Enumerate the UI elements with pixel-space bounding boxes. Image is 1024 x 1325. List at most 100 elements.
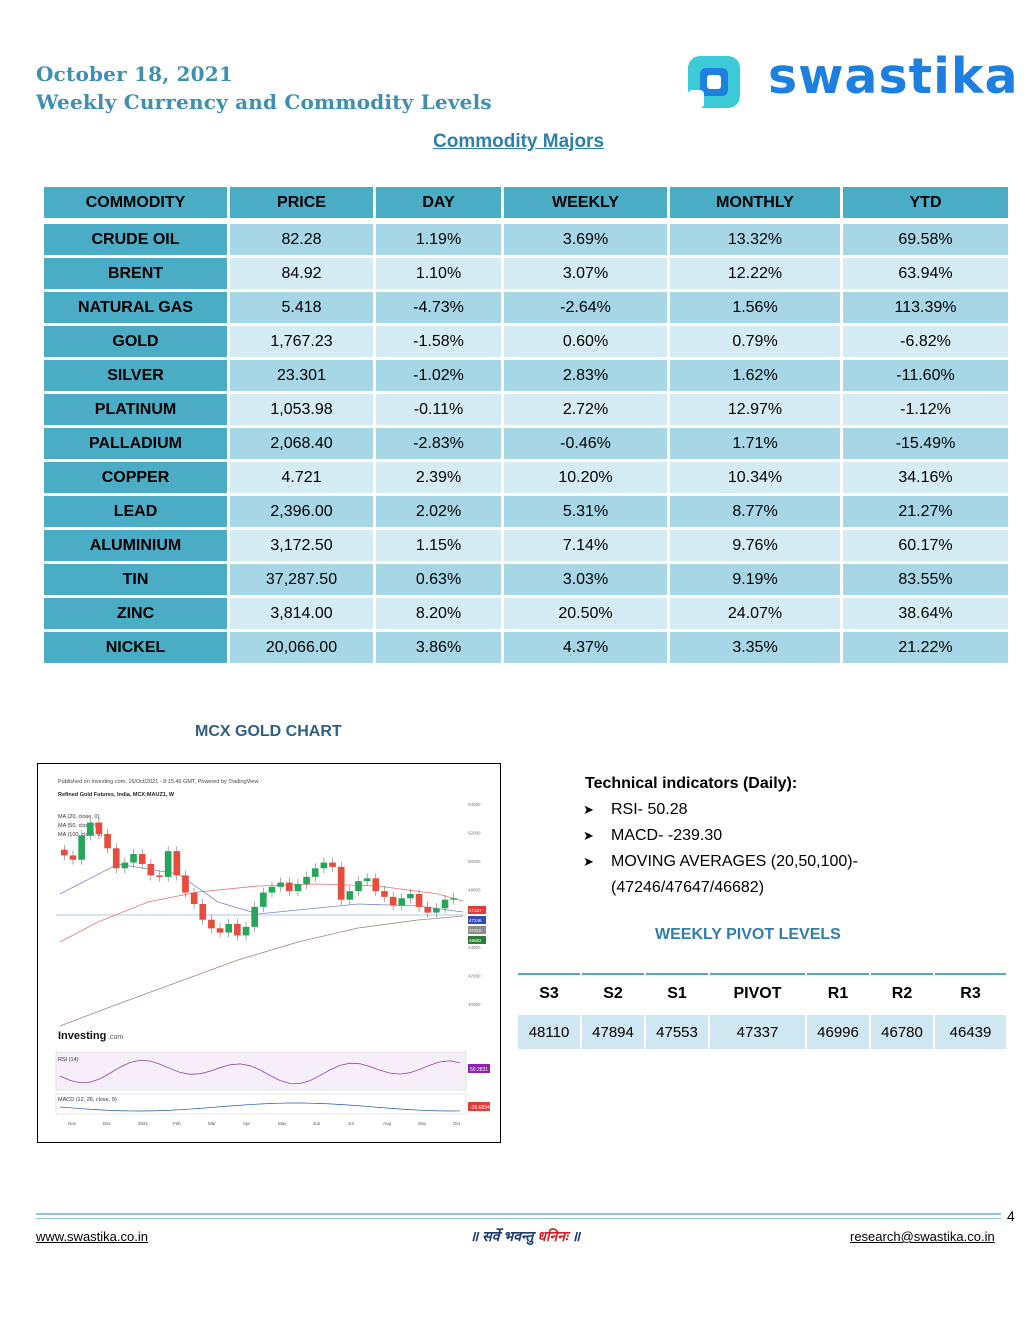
commodity-name: CRUDE OIL — [44, 224, 227, 255]
pivot-value: 47337 — [710, 1015, 805, 1049]
commodity-value: 1.56% — [670, 292, 840, 323]
month-tick-label: Dec — [103, 1121, 112, 1126]
rsi-panel — [55, 1051, 467, 1091]
candle-body — [251, 906, 258, 927]
month-tick-label: May — [278, 1121, 287, 1126]
pivot-header: R1 — [807, 973, 869, 1013]
commodity-value: 2.39% — [376, 462, 501, 493]
commodity-value: 8.20% — [376, 598, 501, 629]
indicator-moving-averages: ➤ MOVING AVERAGES (20,50,100)- — [583, 849, 858, 875]
price-tag — [468, 936, 486, 944]
candle-body — [69, 855, 77, 860]
ma-label-50: MA (50, close, 0) — [58, 823, 99, 829]
commodity-value: 3.86% — [376, 632, 501, 663]
commodity-value: -2.64% — [504, 292, 667, 323]
chart-title: MCX GOLD CHART — [195, 723, 342, 740]
commodity-value: 1.71% — [670, 428, 840, 459]
commodity-value: 1.10% — [376, 258, 501, 289]
email-link[interactable]: research@swastika.co.in — [850, 1229, 995, 1244]
price-tick-label: 50000 — [468, 859, 481, 864]
month-tick-label: Feb — [173, 1121, 181, 1126]
ma-label-20: MA (20, close, 0) — [58, 814, 99, 820]
candle-body — [112, 848, 120, 869]
commodity-value: -4.73% — [376, 292, 501, 323]
page-number: 4 — [1007, 1208, 1015, 1224]
candle-body — [320, 862, 328, 869]
candle-body — [225, 924, 233, 933]
candle-body — [242, 926, 250, 936]
commodity-value: 9.19% — [670, 564, 840, 595]
chart-image: Published on Investing.com, 16/Oct/2021 … — [55, 779, 490, 1126]
commodity-value: 23.301 — [230, 360, 373, 391]
commodity-name: COPPER — [44, 462, 227, 493]
pivot-header: S1 — [646, 973, 708, 1013]
commodity-name: GOLD — [44, 326, 227, 357]
price-tag-text: 47215 — [469, 928, 482, 933]
candle-body — [260, 892, 267, 907]
commodity-row: SILVER 23.301 -1.02% 2.83% 1.62% -11.60% — [44, 360, 1008, 391]
commodity-row: COPPER 4.721 2.39% 10.20% 10.34% 34.16% — [44, 462, 1008, 493]
commodity-value: 12.97% — [670, 394, 840, 425]
indicator-moving-averages-values: (47246/47647/46682) — [585, 875, 858, 901]
commodity-value: 1.62% — [670, 360, 840, 391]
report-title: Weekly Currency and Commodity Levels — [36, 90, 492, 114]
col-header: YTD — [843, 187, 1008, 218]
commodity-value: 1.15% — [376, 530, 501, 561]
ma-100-line — [59, 883, 464, 943]
candle-body — [311, 868, 319, 877]
candle-body — [372, 878, 380, 892]
commodity-row: PALLADIUM 2,068.40 -2.83% -0.46% 1.71% -15.49… — [44, 428, 1008, 459]
commodity-value: 113.39% — [843, 292, 1008, 323]
candle-body — [234, 924, 241, 936]
candle-body — [277, 882, 284, 887]
commodity-name: ZINC — [44, 598, 227, 629]
commodity-value: 5.31% — [504, 496, 667, 527]
chart-instrument: Refined Gold Futures, India, MCX:MAUZ1, … — [58, 792, 175, 798]
motto-highlight: धनिनः — [537, 1228, 568, 1244]
commodity-value: 20.50% — [504, 598, 667, 629]
candle-body — [389, 896, 397, 906]
commodity-value: 69.58% — [843, 224, 1008, 255]
commodity-value: 38.64% — [843, 598, 1008, 629]
commodity-value: 1,767.23 — [230, 326, 373, 357]
price-tag — [468, 916, 486, 924]
motto-text: ॥ सर्वे भवन्तु — [470, 1228, 538, 1244]
commodity-value: 2.72% — [504, 394, 667, 425]
month-tick-label: Mar — [208, 1121, 216, 1126]
commodity-row: NATURAL GAS 5.418 -4.73% -2.64% 1.56% 113.39% — [44, 292, 1008, 323]
technical-indicators: Technical indicators (Daily): ➤ RSI- 50.2… — [583, 771, 858, 901]
commodity-value: 83.55% — [843, 564, 1008, 595]
candle-body — [208, 919, 215, 929]
col-header: PRICE — [230, 187, 373, 218]
candle-body — [294, 884, 302, 892]
month-tick-label: 2021 — [138, 1121, 149, 1126]
commodity-row: ZINC 3,814.00 8.20% 20.50% 24.07% 38.64% — [44, 598, 1008, 629]
commodity-value: -1.02% — [376, 360, 501, 391]
month-tick-label: Sep — [418, 1121, 427, 1126]
candle-body — [182, 875, 189, 893]
investing-watermark: Investing — [58, 1030, 106, 1042]
price-tick-label: 44000 — [468, 945, 481, 950]
price-tick-label: 40000 — [468, 1002, 481, 1007]
website-link[interactable]: www.swastika.co.in — [36, 1229, 148, 1244]
section-title-commodity-majors: Commodity Majors — [433, 131, 605, 152]
pivot-header: PIVOT — [710, 973, 805, 1013]
commodity-value: 5.418 — [230, 292, 373, 323]
commodity-value: 9.76% — [670, 530, 840, 561]
rsi-line — [59, 1059, 461, 1085]
commodity-value: 3.35% — [670, 632, 840, 663]
candle-body — [78, 835, 85, 860]
commodity-value: 3,814.00 — [230, 598, 373, 629]
commodity-value: 2.02% — [376, 496, 501, 527]
commodity-row: CRUDE OIL 82.28 1.19% 3.69% 13.32% 69.58% — [44, 224, 1008, 255]
technical-indicators-list: ➤ RSI- 50.28 ➤ MACD- -239.30 ➤ MOVING AVERA… — [583, 797, 858, 901]
commodity-value: -0.46% — [504, 428, 667, 459]
commodity-row: PLATINUM 1,053.98 -0.11% 2.72% 12.97% -1.12% — [44, 394, 1008, 425]
macd-label: MACD (12, 26, close, 9) — [58, 1097, 117, 1103]
motto-close: ॥ — [567, 1228, 581, 1244]
candle-body — [398, 898, 406, 906]
col-header: COMMODITY — [44, 187, 227, 218]
swastika-logo: swastika — [686, 48, 1018, 112]
candlesticks — [61, 817, 457, 941]
commodity-value: 2.83% — [504, 360, 667, 391]
